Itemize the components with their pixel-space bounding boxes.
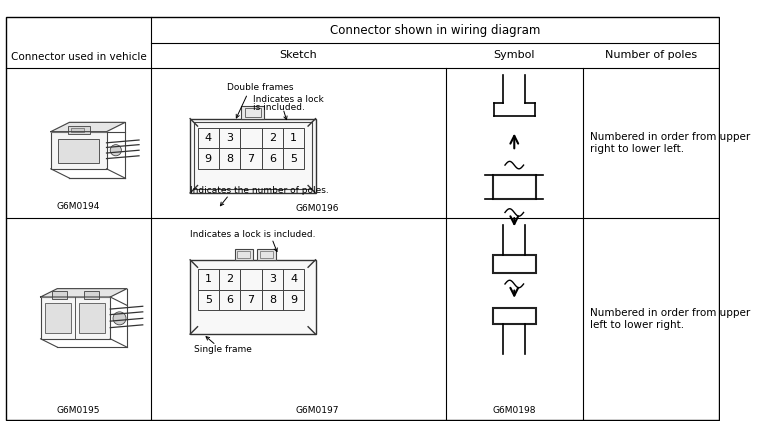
Text: 9: 9 — [290, 295, 298, 305]
Bar — [261, 290, 283, 310]
Bar — [45, 302, 71, 333]
Bar — [51, 132, 106, 169]
Bar — [241, 149, 261, 169]
Text: 2: 2 — [226, 274, 233, 284]
Bar — [197, 149, 219, 169]
Text: 8: 8 — [269, 295, 276, 305]
Circle shape — [113, 312, 126, 325]
Text: 7: 7 — [247, 295, 254, 305]
Bar — [41, 297, 110, 339]
Text: Indicates a lock is included.: Indicates a lock is included. — [190, 230, 315, 239]
Text: 8: 8 — [226, 153, 233, 163]
Bar — [84, 291, 99, 299]
Polygon shape — [51, 122, 125, 132]
Text: G6M0197: G6M0197 — [295, 406, 338, 415]
Bar — [283, 269, 305, 290]
Text: 6: 6 — [226, 295, 233, 305]
Text: G6M0195: G6M0195 — [57, 406, 100, 415]
Bar — [241, 128, 261, 149]
Text: 3: 3 — [226, 133, 233, 143]
Bar — [245, 108, 261, 117]
Bar — [241, 290, 261, 310]
Text: Connector used in vehicle: Connector used in vehicle — [11, 52, 146, 62]
Text: 2: 2 — [269, 133, 276, 143]
Bar — [260, 250, 273, 258]
Text: 5: 5 — [290, 153, 297, 163]
Bar — [197, 128, 219, 149]
Bar — [79, 302, 105, 333]
Text: 1: 1 — [205, 274, 212, 284]
Bar — [241, 269, 261, 290]
Text: 7: 7 — [247, 153, 254, 163]
Text: Indicates a lock: Indicates a lock — [254, 95, 324, 104]
Text: Number of poles: Number of poles — [604, 51, 697, 60]
Text: G6M0196: G6M0196 — [295, 204, 338, 213]
Text: 4: 4 — [204, 133, 212, 143]
Text: Connector shown in wiring diagram: Connector shown in wiring diagram — [330, 24, 540, 37]
Bar — [261, 149, 283, 169]
Bar — [241, 106, 264, 119]
Bar — [493, 175, 536, 199]
Bar — [219, 269, 241, 290]
Bar — [493, 308, 536, 324]
Text: G6M0198: G6M0198 — [493, 406, 536, 415]
Bar — [197, 290, 219, 310]
Text: Single frame: Single frame — [194, 344, 251, 354]
Bar — [219, 128, 241, 149]
Bar — [59, 139, 99, 163]
Bar — [52, 291, 66, 299]
Text: 6: 6 — [269, 153, 276, 163]
Bar — [219, 290, 241, 310]
Text: Numbered in order from upper
right to lower left.: Numbered in order from upper right to lo… — [591, 132, 751, 153]
Bar — [261, 269, 283, 290]
Bar — [283, 128, 305, 149]
Circle shape — [110, 145, 121, 156]
Bar — [68, 126, 89, 134]
Bar — [71, 128, 84, 132]
Bar — [190, 119, 315, 193]
Text: Sketch: Sketch — [279, 51, 317, 60]
Bar — [283, 149, 305, 169]
Text: Indicates the number of poles.: Indicates the number of poles. — [190, 186, 329, 194]
Bar — [283, 290, 305, 310]
Text: Double frames: Double frames — [227, 83, 294, 93]
Text: G6M0194: G6M0194 — [57, 202, 100, 212]
Text: Numbered in order from upper
left to lower right.: Numbered in order from upper left to low… — [591, 308, 751, 329]
Bar — [493, 255, 536, 273]
Text: 5: 5 — [205, 295, 212, 305]
Bar — [261, 128, 283, 149]
Text: 3: 3 — [269, 274, 276, 284]
Bar — [219, 149, 241, 169]
Polygon shape — [41, 288, 127, 297]
Text: 1: 1 — [290, 133, 297, 143]
Bar — [194, 122, 311, 189]
Bar — [237, 250, 251, 258]
Bar — [190, 260, 315, 334]
Bar — [197, 269, 219, 290]
Text: Symbol: Symbol — [493, 51, 535, 60]
Bar — [257, 249, 275, 260]
Text: is included.: is included. — [254, 103, 305, 112]
Text: 9: 9 — [204, 153, 212, 163]
Text: 4: 4 — [290, 274, 298, 284]
Bar — [234, 249, 254, 260]
